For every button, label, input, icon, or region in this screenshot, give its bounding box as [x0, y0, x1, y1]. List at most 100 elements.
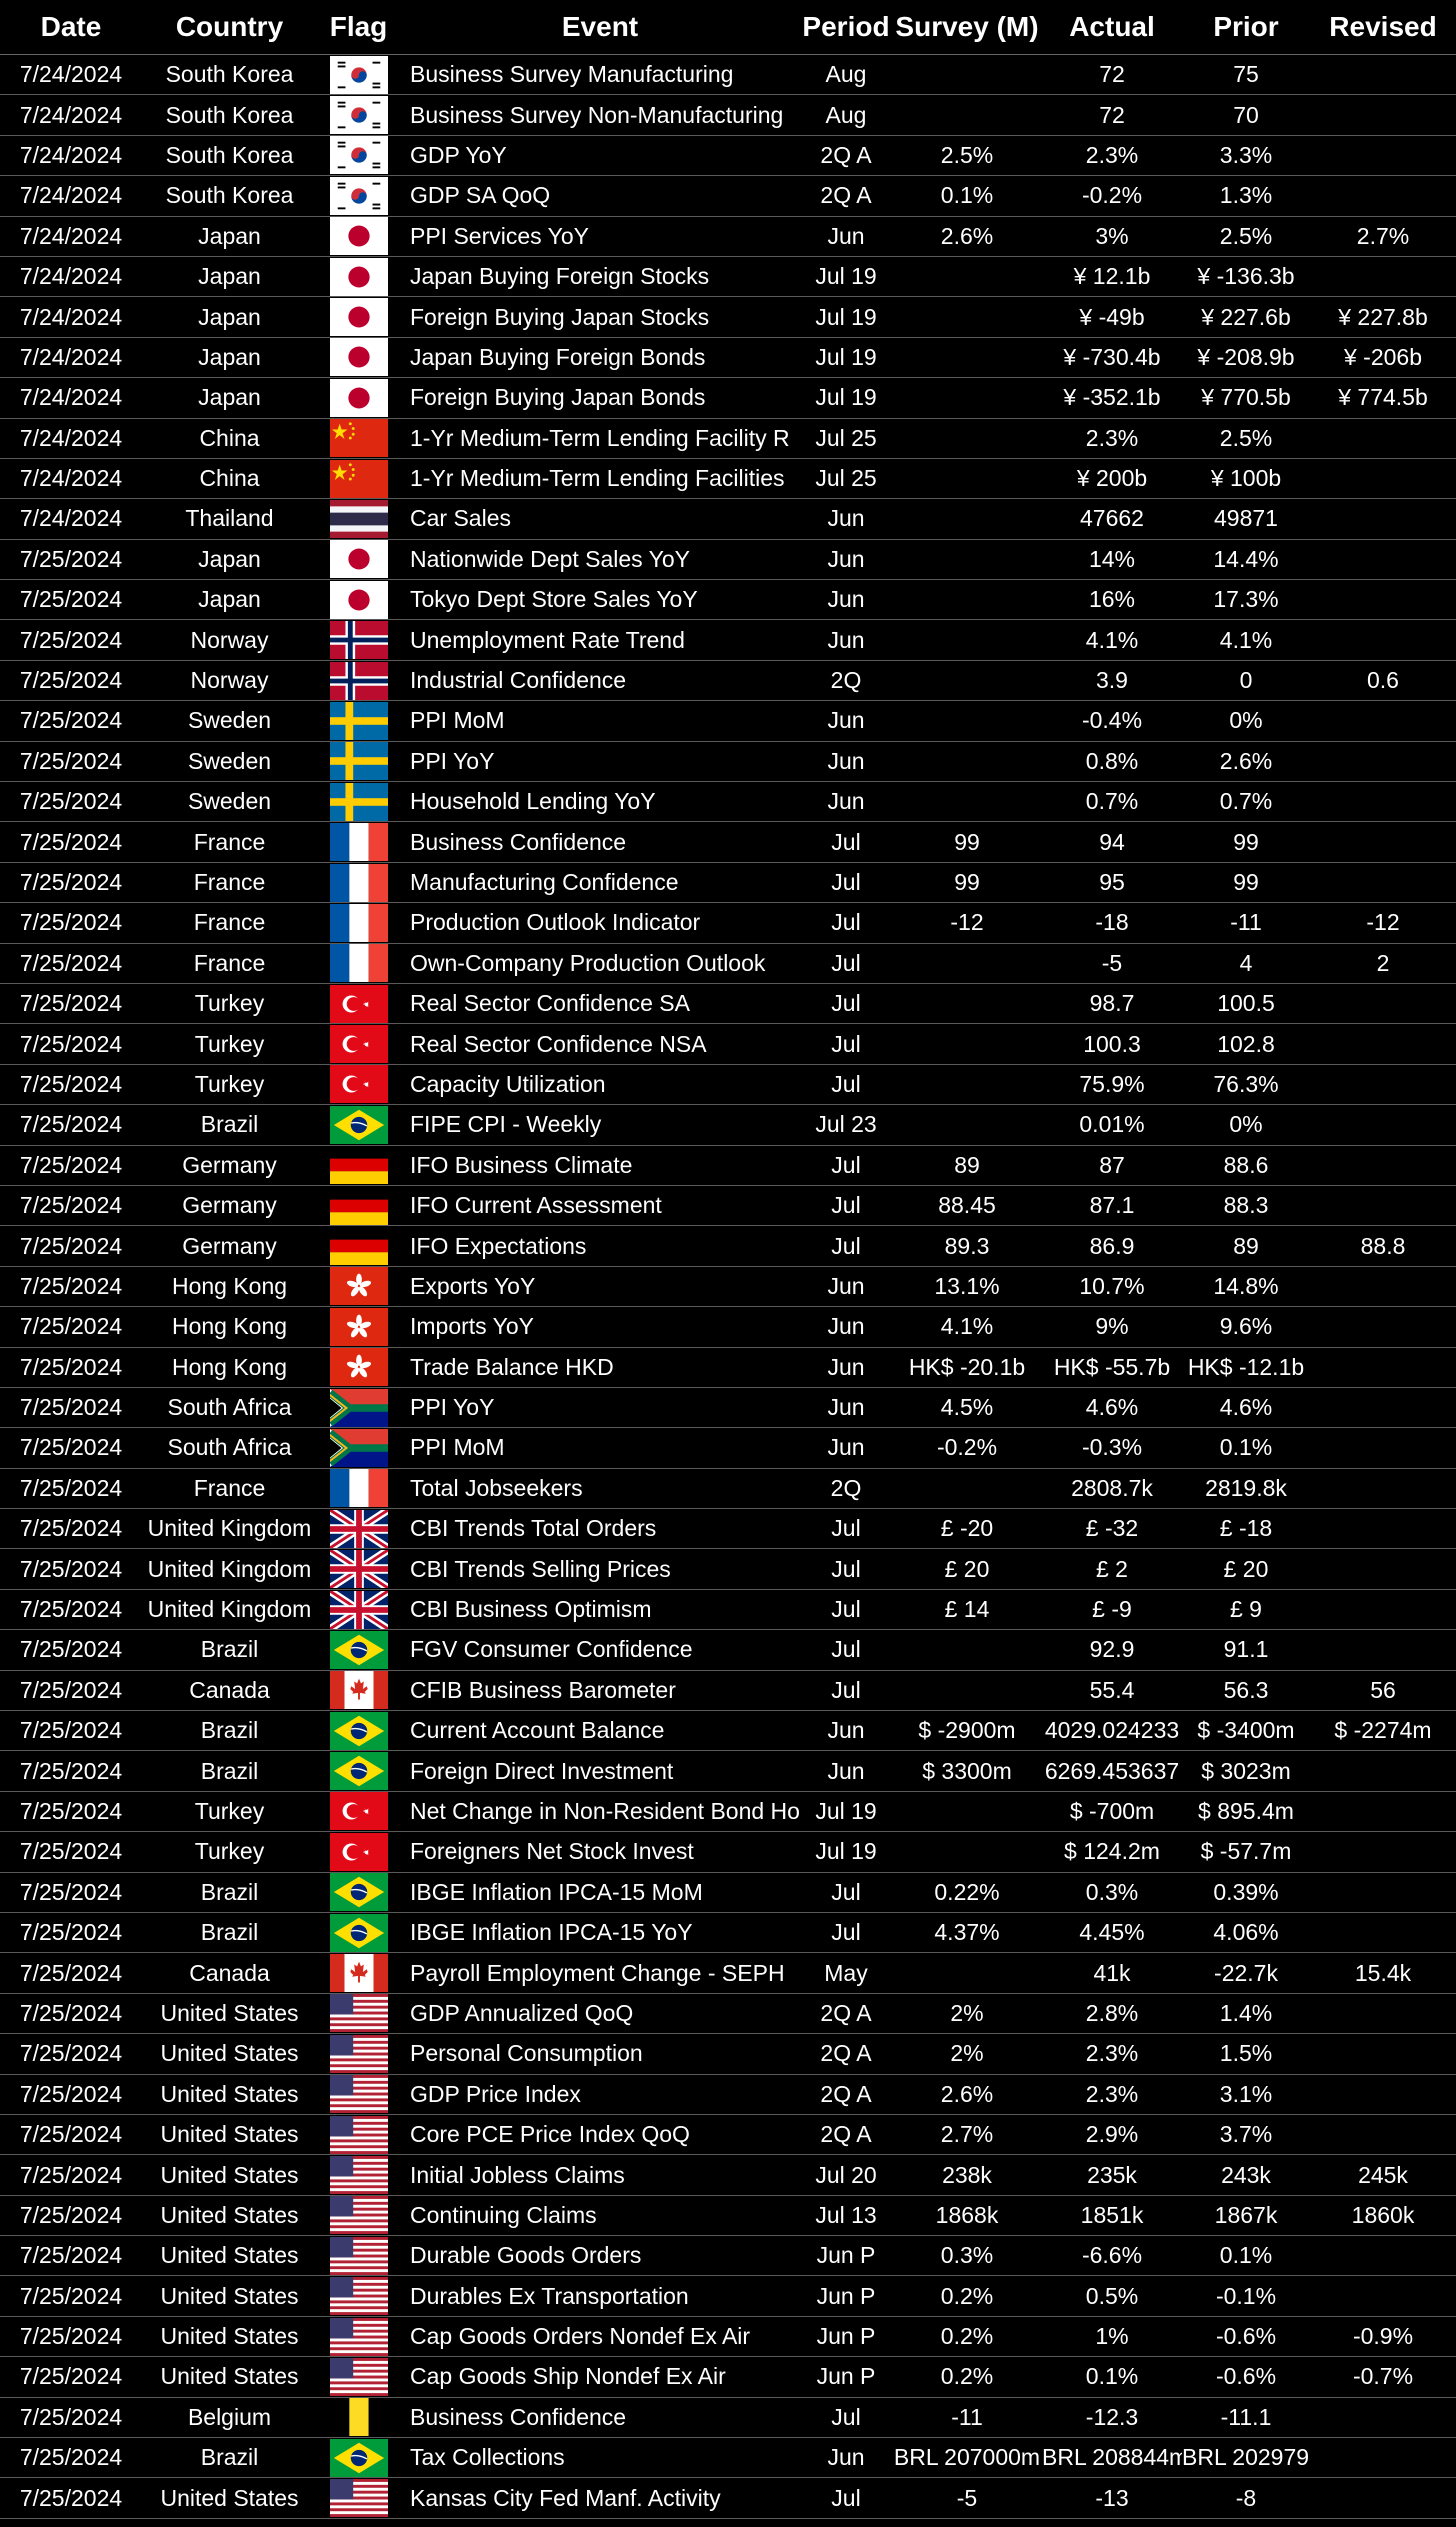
survey-cell: BRL 207000m [892, 2437, 1042, 2479]
survey-cell [892, 377, 1042, 419]
table-row: 7/24/2024 China 1-Yr Medium-Term Lending F… [0, 418, 1456, 459]
table-row: 7/25/2024 Norway Unemployment Rate Trend Ju… [0, 619, 1456, 661]
prior-cell: 88.3 [1182, 1185, 1310, 1227]
prior-cell: 3.3% [1182, 135, 1310, 177]
revised-cell: -0.9% [1310, 2316, 1456, 2358]
event-cell: Nationwide Dept Sales YoY [400, 539, 800, 581]
south-africa-flag-icon [329, 1388, 388, 1427]
period-cell: Jul [800, 2477, 892, 2519]
country-cell: France [142, 902, 317, 944]
table-row: 7/24/2024 Japan Foreign Buying Japan Bonds… [0, 377, 1456, 419]
table-row: 7/25/2024 Norway Industrial Confidence 2Q 3.… [0, 660, 1456, 702]
revised-cell [1310, 2275, 1456, 2317]
event-cell: IFO Business Climate [400, 1145, 800, 1186]
prior-cell: -8 [1182, 2477, 1310, 2519]
date-cell: 7/25/2024 [0, 1347, 142, 1388]
event-cell: Unemployment Rate Trend [400, 619, 800, 661]
country-cell: China [142, 418, 317, 459]
table-row: 7/25/2024 Sweden PPI MoM Jun -0.4% 0% [0, 700, 1456, 742]
revised-cell [1310, 94, 1456, 136]
survey-cell: £ -20 [892, 1508, 1042, 1550]
flag-cell [317, 1548, 400, 1590]
flag-cell [317, 256, 400, 298]
revised-cell: 88.8 [1310, 1225, 1456, 1267]
turkey-flag-icon [329, 1025, 388, 1064]
country-cell: Sweden [142, 700, 317, 742]
united-states-flag-icon [329, 2115, 388, 2154]
date-cell: 7/25/2024 [0, 821, 142, 863]
country-cell: Brazil [142, 1912, 317, 1954]
event-cell: 1-Yr Medium-Term Lending Facility R [400, 418, 800, 459]
table-row: 7/24/2024 South Korea Business Survey Non-… [0, 94, 1456, 136]
event-cell: Continuing Claims [400, 2195, 800, 2237]
prior-cell: £ 20 [1182, 1548, 1310, 1590]
period-cell: Jun [800, 619, 892, 661]
period-cell: Jul [800, 1872, 892, 1913]
header-actual: Actual [1042, 0, 1182, 55]
event-cell: PPI Services YoY [400, 216, 800, 257]
period-cell: Jul 25 [800, 418, 892, 459]
period-cell: Jul 19 [800, 296, 892, 338]
date-cell: 7/25/2024 [0, 2154, 142, 2196]
period-cell: 2Q A [800, 175, 892, 217]
actual-cell: $ -700m [1042, 1791, 1182, 1833]
revised-cell [1310, 619, 1456, 661]
france-flag-icon [329, 1469, 388, 1508]
period-cell: Jun P [800, 2235, 892, 2277]
table-row: 7/25/2024 Sweden PPI YoY Jun 0.8% 2.6% [0, 741, 1456, 783]
actual-cell: 3.9 [1042, 660, 1182, 702]
table-row: 7/25/2024 Turkey Foreigners Net Stock Inve… [0, 1831, 1456, 1873]
prior-cell: 99 [1182, 821, 1310, 863]
table-row: 7/25/2024 Brazil Tax Collections Jun BRL 207… [0, 2437, 1456, 2479]
prior-cell: 1867k [1182, 2195, 1310, 2237]
actual-cell: 10.7% [1042, 1266, 1182, 1308]
date-cell: 7/25/2024 [0, 1468, 142, 1510]
flag-cell [317, 2397, 400, 2439]
survey-cell: £ 14 [892, 1589, 1042, 1631]
prior-cell: 14.8% [1182, 1266, 1310, 1308]
country-cell: Canada [142, 1670, 317, 1712]
turkey-flag-icon [329, 1065, 388, 1104]
event-cell: GDP Annualized QoQ [400, 1993, 800, 2035]
flag-cell [317, 579, 400, 621]
table-row: 7/25/2024 United States GDP Price Index 2Q … [0, 2074, 1456, 2115]
country-cell: Sweden [142, 741, 317, 783]
survey-cell [892, 741, 1042, 783]
prior-cell: 243k [1182, 2154, 1310, 2196]
date-cell: 7/25/2024 [0, 1427, 142, 1469]
table-row: 7/25/2024 South Africa PPI MoM Jun -0.2% -0.3… [0, 1427, 1456, 1469]
prior-cell: -0.6% [1182, 2356, 1310, 2398]
event-cell: CBI Business Optimism [400, 1589, 800, 1631]
country-cell: Germany [142, 1185, 317, 1227]
date-cell: 7/25/2024 [0, 1266, 142, 1308]
actual-cell: 2.9% [1042, 2114, 1182, 2156]
date-cell: 7/25/2024 [0, 2397, 142, 2439]
survey-cell: 0.2% [892, 2316, 1042, 2358]
united-states-flag-icon [329, 2357, 388, 2396]
flag-cell [317, 1791, 400, 1833]
prior-cell: 1.3% [1182, 175, 1310, 217]
survey-cell [892, 498, 1042, 540]
period-cell: Jul 13 [800, 2195, 892, 2237]
revised-cell [1310, 1468, 1456, 1510]
period-cell: Jul [800, 1508, 892, 1550]
country-cell: Brazil [142, 1750, 317, 1792]
flag-cell [317, 1872, 400, 1913]
actual-cell: 4.45% [1042, 1912, 1182, 1954]
date-cell: 7/25/2024 [0, 2316, 142, 2358]
actual-cell: -18 [1042, 902, 1182, 944]
flag-cell [317, 781, 400, 823]
table-row: 7/25/2024 Japan Nationwide Dept Sales YoY J… [0, 539, 1456, 581]
flag-cell [317, 2275, 400, 2317]
united-states-flag-icon [329, 2479, 388, 2518]
survey-cell [892, 1023, 1042, 1065]
actual-cell: 98.7 [1042, 983, 1182, 1025]
period-cell: Jul 19 [800, 1791, 892, 1833]
germany-flag-icon [329, 1227, 388, 1266]
united-states-flag-icon [329, 2196, 388, 2235]
actual-cell: 75.9% [1042, 1064, 1182, 1106]
country-cell: Japan [142, 337, 317, 379]
period-cell: Jul 20 [800, 2154, 892, 2196]
date-cell: 7/25/2024 [0, 539, 142, 581]
